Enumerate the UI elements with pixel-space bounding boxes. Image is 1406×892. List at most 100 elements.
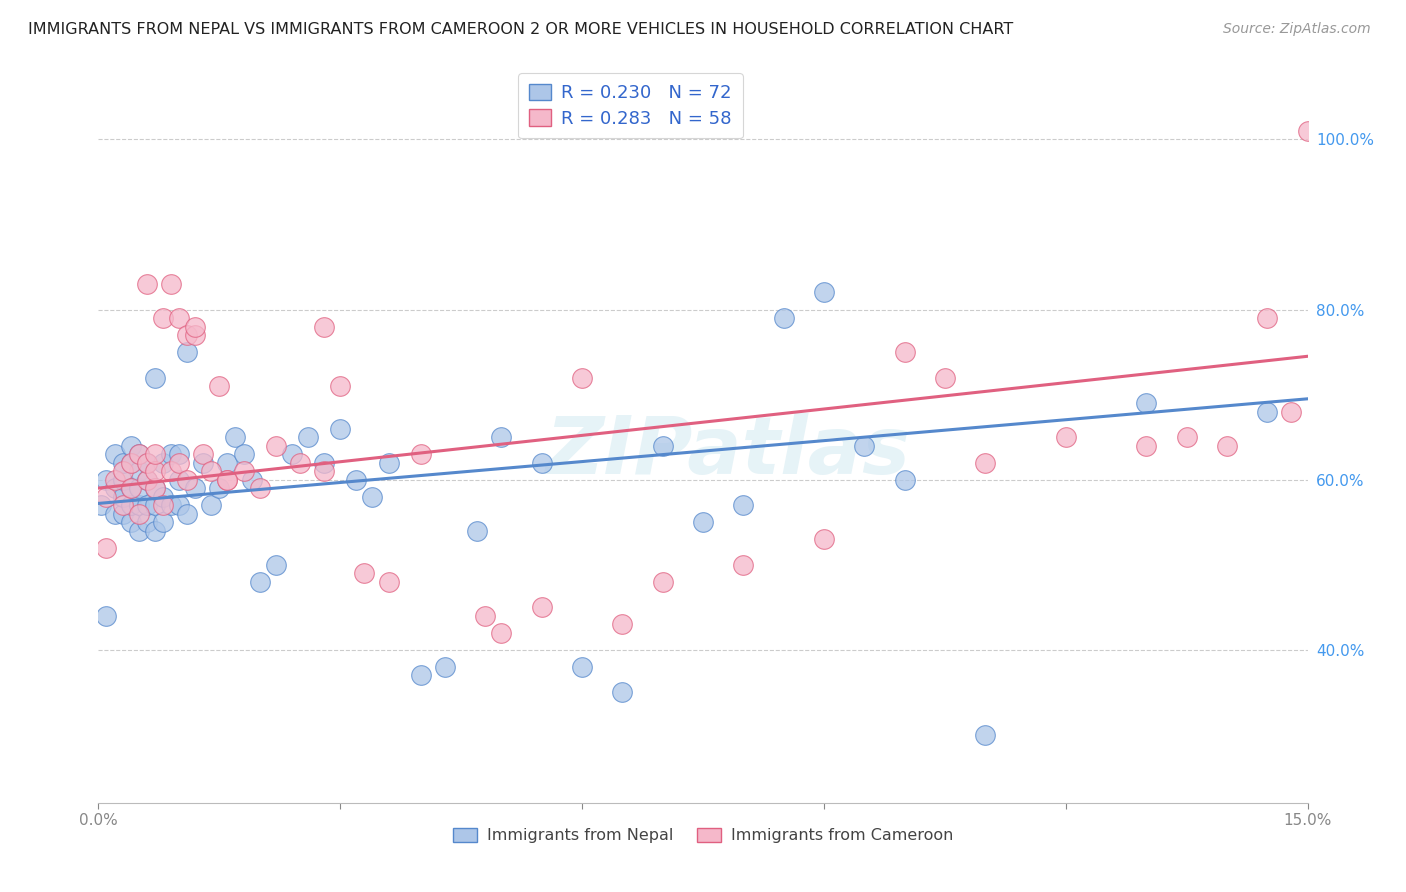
Point: [120, 456, 142, 470]
Point: [193, 456, 215, 470]
Point: [1296, 124, 1319, 138]
Point: [135, 456, 157, 470]
Point: [217, 473, 239, 487]
Text: Source: ZipAtlas.com: Source: ZipAtlas.com: [1223, 22, 1371, 37]
Point: [167, 311, 190, 326]
Point: [167, 498, 190, 512]
Point: [232, 447, 254, 461]
Point: [934, 370, 956, 384]
Point: [264, 439, 287, 453]
Point: [281, 447, 304, 461]
Point: [135, 456, 157, 470]
Point: [1216, 439, 1239, 453]
Point: [193, 447, 215, 461]
Point: [111, 498, 134, 512]
Point: [297, 430, 319, 444]
Point: [143, 370, 166, 384]
Point: [974, 728, 997, 742]
Point: [1281, 404, 1303, 418]
Point: [120, 456, 142, 470]
Point: [893, 473, 915, 487]
Point: [128, 447, 150, 461]
Point: [167, 456, 190, 470]
Point: [152, 311, 174, 326]
Point: [329, 421, 352, 435]
Point: [974, 456, 997, 470]
Y-axis label: 2 or more Vehicles in Household: 2 or more Vehicles in Household: [0, 313, 7, 561]
Point: [143, 498, 166, 512]
Point: [103, 473, 125, 487]
Point: [692, 515, 714, 529]
Point: [96, 473, 118, 487]
Point: [184, 481, 207, 495]
Point: [128, 481, 150, 495]
Point: [1256, 311, 1278, 326]
Point: [120, 439, 142, 453]
Point: [344, 473, 367, 487]
Point: [314, 456, 336, 470]
Point: [232, 464, 254, 478]
Point: [651, 574, 673, 589]
Point: [249, 481, 271, 495]
Point: [409, 447, 432, 461]
Point: [217, 473, 239, 487]
Point: [152, 490, 174, 504]
Point: [434, 659, 457, 673]
Point: [96, 490, 118, 504]
Point: [103, 481, 125, 495]
Point: [208, 481, 231, 495]
Point: [135, 515, 157, 529]
Point: [111, 456, 134, 470]
Point: [377, 574, 399, 589]
Point: [224, 430, 246, 444]
Point: [152, 515, 174, 529]
Point: [152, 498, 174, 512]
Point: [491, 625, 513, 640]
Point: [772, 311, 794, 326]
Point: [612, 685, 634, 699]
Point: [128, 447, 150, 461]
Point: [143, 481, 166, 495]
Point: [314, 319, 336, 334]
Legend: Immigrants from Nepal, Immigrants from Cameroon: Immigrants from Nepal, Immigrants from C…: [447, 822, 959, 850]
Point: [853, 439, 876, 453]
Point: [1135, 439, 1157, 453]
Point: [167, 447, 190, 461]
Point: [530, 456, 553, 470]
Point: [813, 532, 835, 546]
Point: [160, 498, 183, 512]
Point: [353, 566, 375, 581]
Text: IMMIGRANTS FROM NEPAL VS IMMIGRANTS FROM CAMEROON 2 OR MORE VEHICLES IN HOUSEHOL: IMMIGRANTS FROM NEPAL VS IMMIGRANTS FROM…: [28, 22, 1014, 37]
Point: [733, 558, 755, 572]
Point: [264, 558, 287, 572]
Point: [813, 285, 835, 300]
Point: [143, 447, 166, 461]
Point: [465, 524, 488, 538]
Point: [733, 498, 755, 512]
Point: [491, 430, 513, 444]
Point: [120, 515, 142, 529]
Point: [96, 608, 118, 623]
Point: [135, 473, 157, 487]
Point: [530, 600, 553, 615]
Point: [314, 464, 336, 478]
Point: [176, 473, 198, 487]
Point: [377, 456, 399, 470]
Point: [120, 481, 142, 495]
Point: [103, 447, 125, 461]
Point: [111, 473, 134, 487]
Point: [143, 524, 166, 538]
Point: [893, 345, 915, 359]
Point: [240, 473, 263, 487]
Point: [184, 328, 207, 343]
Point: [111, 507, 134, 521]
Point: [160, 277, 183, 291]
Point: [200, 498, 222, 512]
Point: [1256, 404, 1278, 418]
Point: [128, 524, 150, 538]
Point: [111, 464, 134, 478]
Point: [160, 447, 183, 461]
Point: [184, 319, 207, 334]
Point: [1175, 430, 1198, 444]
Point: [111, 490, 134, 504]
